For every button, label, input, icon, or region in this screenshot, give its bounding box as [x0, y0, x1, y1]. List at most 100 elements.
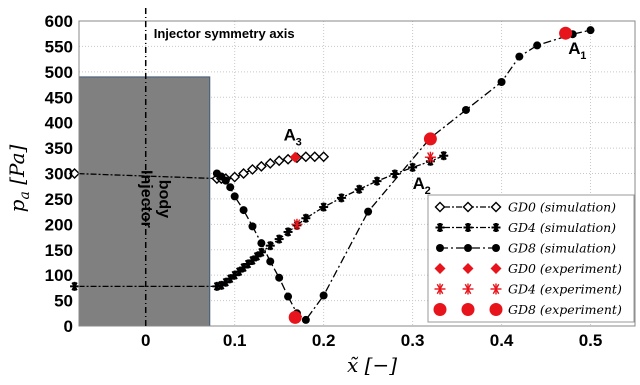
point-label-text: A [568, 39, 580, 58]
legend-marker [491, 223, 501, 232]
y-tick-label: 400 [45, 114, 73, 133]
legend-marker [489, 303, 503, 316]
legend-item: GD0 (experiment) [434, 261, 622, 276]
data-point [265, 241, 275, 251]
injector-body [78, 76, 211, 327]
data-point [275, 273, 284, 282]
legend-marker [436, 244, 444, 252]
y-tick-label: 0 [64, 317, 73, 336]
data-point [257, 239, 266, 248]
legend-item: GD0 (simulation) [434, 200, 616, 215]
injector-body-label: body [155, 180, 172, 218]
data-point [364, 207, 373, 216]
data-point [229, 171, 241, 183]
series-layer [69, 26, 595, 324]
y-tick-label: 500 [45, 63, 73, 82]
series-line [216, 29, 591, 321]
data-point [408, 162, 418, 172]
data-point [274, 234, 284, 244]
legend-marker [435, 223, 445, 232]
legend-marker [462, 283, 474, 295]
y-tick-label: 150 [45, 241, 73, 260]
y-tick-label: 300 [45, 165, 73, 184]
y-tick-label: 450 [45, 88, 73, 107]
data-point [319, 291, 328, 300]
data-point [288, 310, 302, 324]
data-point [424, 151, 436, 163]
y-tick-label: 550 [45, 37, 73, 56]
y-tick-label: 100 [45, 266, 73, 285]
data-point [319, 202, 329, 212]
legend-marker [462, 201, 474, 213]
data-point [336, 193, 346, 203]
legend-box [427, 194, 635, 323]
plot-frame [78, 20, 636, 327]
data-point [248, 222, 257, 231]
data-point [309, 151, 321, 163]
data-point [301, 315, 310, 324]
data-point [246, 163, 258, 175]
legend: GD0 (simulation) GD4 (simulation) GD8 (sim… [427, 194, 635, 323]
series-5 [288, 26, 573, 324]
data-point [70, 281, 80, 291]
legend-marker [490, 201, 502, 213]
data-point [301, 213, 311, 223]
data-point [497, 78, 506, 86]
x-axis-title: x̃ [−] [347, 353, 397, 377]
legend-label: GD8 (experiment) [508, 302, 622, 317]
data-point [239, 206, 248, 215]
data-point [533, 41, 542, 50]
legend-marker [490, 283, 502, 295]
legend-item: GD8 (simulation) [436, 241, 616, 256]
data-point [559, 26, 573, 40]
data-point [255, 160, 267, 172]
y-tick-label: 50 [54, 292, 73, 311]
x-tick-label: 0.3 [401, 331, 425, 350]
legend-marker [490, 263, 502, 274]
legend-item: GD4 (experiment) [434, 282, 622, 297]
data-point [515, 52, 524, 61]
legend-marker [492, 244, 500, 252]
legend-marker [463, 223, 473, 232]
x-tick-label: 0.4 [490, 331, 514, 350]
data-point [226, 183, 235, 192]
injector-body-layer: Injector body [78, 76, 211, 327]
point-label-text: A [413, 174, 425, 193]
data-point [291, 218, 303, 230]
data-point [238, 168, 250, 179]
data-point [283, 227, 293, 237]
legend-label: GD4 (simulation) [508, 220, 616, 235]
data-point [461, 105, 470, 114]
data-point [300, 151, 312, 163]
legend-marker [464, 244, 472, 252]
legend-marker [461, 303, 475, 316]
y-axis-title: pa [Pa] [5, 144, 33, 212]
data-point [69, 168, 81, 179]
y-tick-label: 350 [45, 139, 73, 158]
legend-label: GD4 (experiment) [508, 282, 622, 297]
series-4 [291, 151, 436, 230]
data-point [354, 184, 364, 194]
data-point [439, 151, 449, 161]
data-point [318, 151, 330, 163]
y-tick-label: 200 [45, 215, 73, 234]
legend-item: GD8 (experiment) [433, 302, 622, 317]
point-label-subscript: 2 [425, 185, 431, 197]
legend-item: GD4 (simulation) [435, 220, 616, 235]
data-point [266, 257, 275, 266]
data-point [284, 292, 293, 301]
symmetry-axis-label: Injector symmetry axis [154, 26, 295, 41]
data-point [390, 169, 400, 179]
x-tick-label: 0.2 [312, 331, 336, 350]
data-point [273, 155, 285, 167]
data-point [372, 176, 382, 186]
series-2 [212, 26, 595, 324]
data-point [230, 192, 239, 201]
y-tick-label: 250 [45, 190, 73, 209]
data-point [423, 132, 437, 146]
x-tick-label: 0.5 [579, 331, 603, 350]
